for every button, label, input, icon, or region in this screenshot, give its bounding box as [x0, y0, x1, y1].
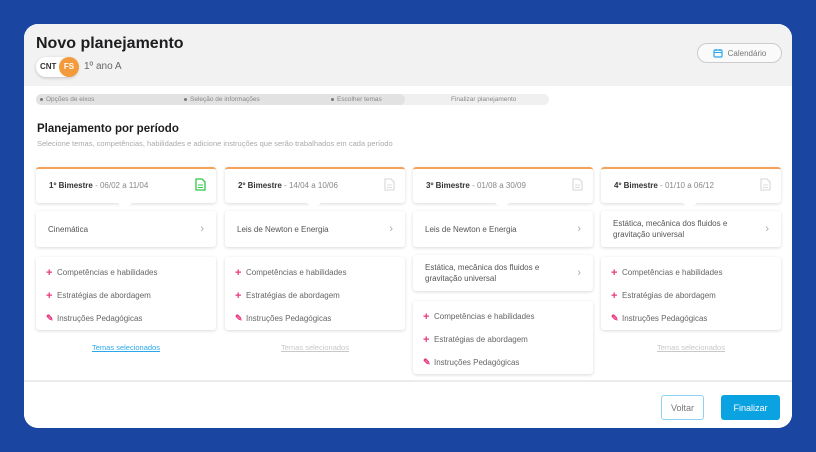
calendar-button[interactable]: Calendário — [697, 43, 782, 63]
stepper-progress — [36, 94, 405, 105]
document-icon[interactable] — [572, 178, 583, 191]
avatar: FS — [59, 57, 79, 77]
actions-card: + Competências e habilidades + Estratégias … — [225, 257, 405, 330]
action-item[interactable]: ✎ Instruções Pedagógicas — [46, 313, 143, 323]
step-4[interactable]: Finalizar planejamento — [451, 96, 517, 103]
action-item[interactable]: + Estratégias de abordagem — [46, 289, 151, 302]
step-1[interactable]: Opções de eixos — [40, 96, 94, 103]
action-item[interactable]: + Estratégias de abordagem — [235, 289, 340, 302]
period-column: 1º Bimestre - 06/02 a 11/04 Cinemática › +… — [36, 167, 216, 352]
period-header[interactable]: 4º Bimestre - 01/10 a 06/12 — [601, 167, 781, 209]
grade-label: 1º ano A — [84, 61, 122, 72]
calendar-label: Calendário — [727, 48, 767, 58]
calendar-icon — [713, 49, 723, 58]
chevron-right-icon: › — [577, 266, 581, 279]
plus-icon: + — [611, 266, 618, 279]
subject-chip: CNT FS — [36, 57, 79, 77]
selected-themes-link[interactable]: Temas selecionados — [657, 343, 725, 352]
document-icon[interactable] — [384, 178, 395, 191]
plus-icon: + — [235, 266, 242, 279]
page-title: Novo planejamento — [36, 35, 184, 52]
period-header[interactable]: 2º Bimestre - 14/04 a 10/06 — [225, 167, 405, 209]
theme-item[interactable]: Leis de Newton e Energia › — [413, 211, 593, 247]
period-column: 3º Bimestre - 01/08 a 30/09 Leis de Newt… — [413, 167, 593, 374]
action-item[interactable]: + Competências e habilidades — [611, 266, 723, 279]
plus-icon: + — [46, 289, 53, 302]
subject-label: CNT — [40, 62, 57, 71]
chevron-right-icon: › — [200, 222, 204, 235]
pencil-icon: ✎ — [46, 313, 54, 323]
selected-themes-link[interactable]: Temas selecionados — [281, 343, 349, 352]
action-item[interactable]: + Competências e habilidades — [46, 266, 158, 279]
period-header[interactable]: 3º Bimestre - 01/08 a 30/09 — [413, 167, 593, 209]
modal-footer: Voltar Finalizar — [24, 380, 792, 428]
pencil-icon: ✎ — [611, 313, 619, 323]
stepper: Opções de eixos Seleção de informações E… — [36, 94, 549, 105]
chevron-right-icon: › — [577, 222, 581, 235]
step-3[interactable]: Escolher temas — [331, 96, 382, 103]
actions-card: + Competências e habilidades + Estratégias … — [413, 301, 593, 374]
document-icon[interactable] — [195, 178, 206, 191]
pencil-icon: ✎ — [235, 313, 243, 323]
actions-card: + Competências e habilidades + Estratégias … — [601, 257, 781, 330]
plus-icon: + — [611, 289, 618, 302]
theme-item[interactable]: Estática, mecânica dos fluidos e gravita… — [601, 211, 781, 247]
action-item[interactable]: ✎ Instruções Pedagógicas — [611, 313, 708, 323]
document-icon[interactable] — [760, 178, 771, 191]
plus-icon: + — [423, 333, 430, 346]
pencil-icon: ✎ — [423, 357, 431, 367]
planning-modal: Novo planejamento CNT FS 1º ano A Calend… — [24, 24, 792, 428]
chevron-right-icon: › — [389, 222, 393, 235]
action-item[interactable]: + Estratégias de abordagem — [423, 333, 528, 346]
action-item[interactable]: ✎ Instruções Pedagógicas — [423, 357, 520, 367]
actions-card: + Competências e habilidades + Estratégias … — [36, 257, 216, 330]
plus-icon: + — [423, 310, 430, 323]
period-column: 2º Bimestre - 14/04 a 10/06 Leis de Newt… — [225, 167, 405, 352]
section-title: Planejamento por período — [37, 123, 179, 135]
action-item[interactable]: ✎ Instruções Pedagógicas — [235, 313, 332, 323]
step-2[interactable]: Seleção de informações — [184, 96, 260, 103]
section-subtitle: Selecione temas, competências, habilidad… — [37, 139, 393, 148]
theme-item[interactable]: Cinemática › — [36, 211, 216, 247]
plus-icon: + — [235, 289, 242, 302]
plus-icon: + — [46, 266, 53, 279]
action-item[interactable]: + Competências e habilidades — [235, 266, 347, 279]
action-item[interactable]: + Estratégias de abordagem — [611, 289, 716, 302]
period-column: 4º Bimestre - 01/10 a 06/12 Estática, me… — [601, 167, 781, 352]
chevron-right-icon: › — [765, 222, 769, 235]
back-button[interactable]: Voltar — [661, 395, 704, 420]
modal-header: Novo planejamento CNT FS 1º ano A Calend… — [24, 24, 792, 86]
theme-item[interactable]: Leis de Newton e Energia › — [225, 211, 405, 247]
action-item[interactable]: + Competências e habilidades — [423, 310, 535, 323]
selected-themes-link[interactable]: Temas selecionados — [92, 343, 160, 352]
finish-button[interactable]: Finalizar — [721, 395, 780, 420]
theme-item[interactable]: Estática, mecânica dos fluidos e gravita… — [413, 255, 593, 291]
period-header[interactable]: 1º Bimestre - 06/02 a 11/04 — [36, 167, 216, 209]
